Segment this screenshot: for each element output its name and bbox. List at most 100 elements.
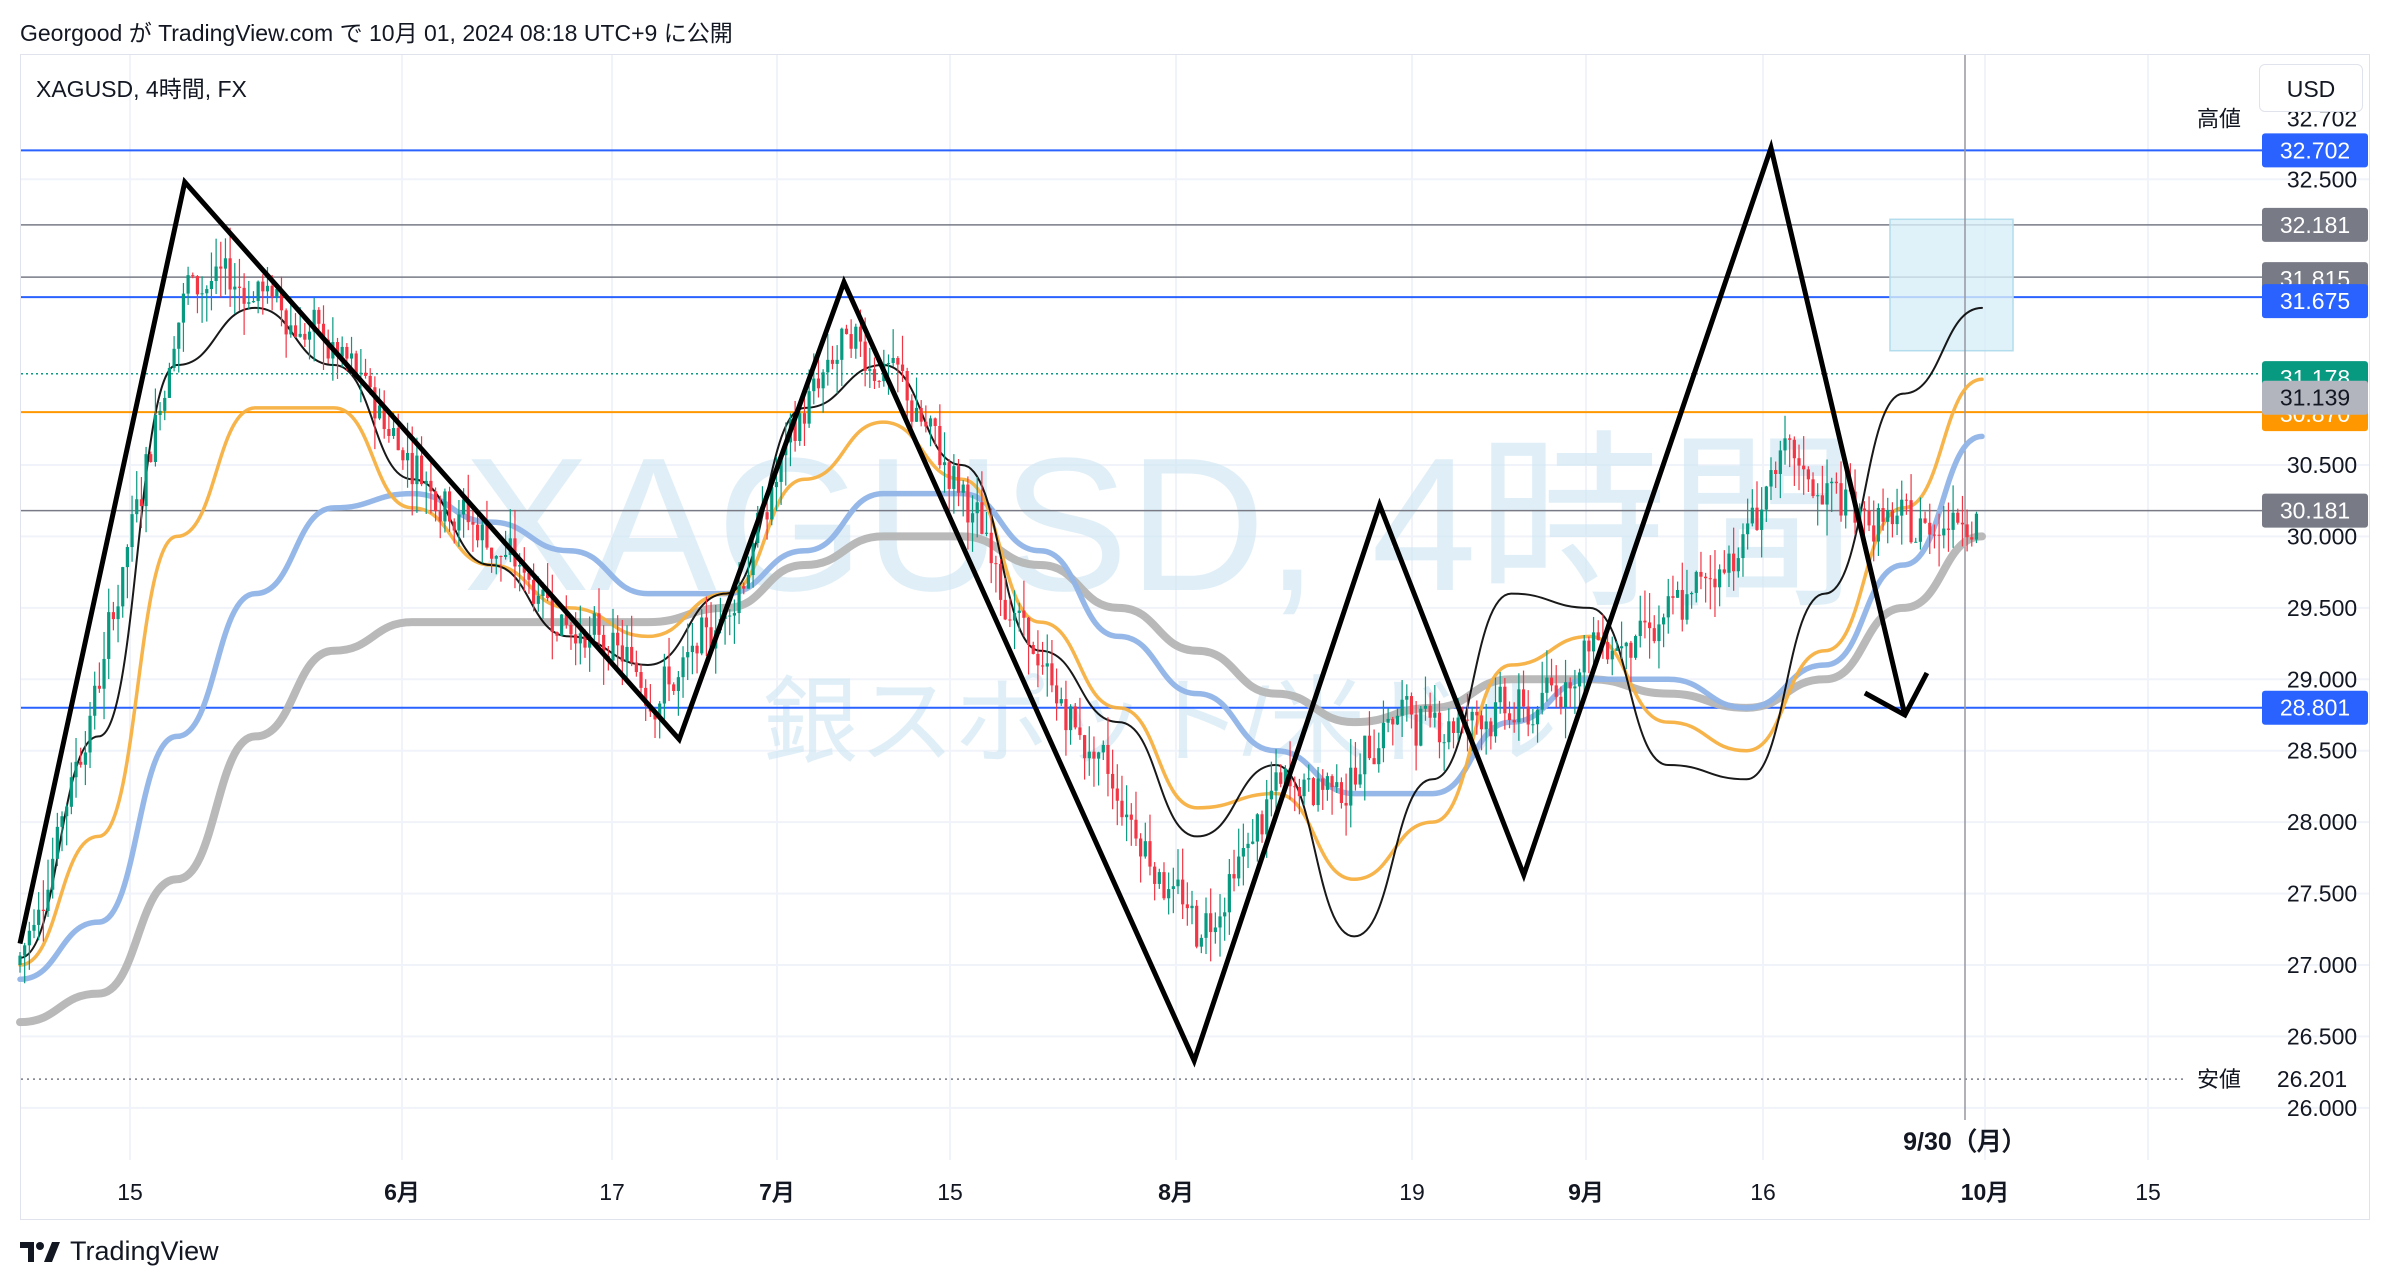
symbol-title[interactable]: XAGUSD, 4時間, FX [36, 76, 247, 102]
watermark-symbol: XAGUSD, 4時間 [463, 419, 1857, 631]
candle-body [732, 613, 737, 616]
candle-body [672, 684, 676, 691]
tradingview-logo-icon [20, 1241, 60, 1262]
candle-body [97, 685, 101, 689]
candle-body [321, 323, 326, 340]
candle-body [620, 645, 624, 662]
moving-average-line [16, 532, 1986, 1027]
candle-body [914, 407, 919, 422]
candle-body [298, 333, 302, 337]
candle-body [1321, 778, 1325, 790]
x-tick-label: 17 [599, 1179, 625, 1205]
candle-body [1069, 706, 1073, 731]
tradingview-footer[interactable]: TradingView [20, 1236, 219, 1267]
candle-body [1134, 819, 1138, 839]
candle-body [1503, 686, 1507, 714]
candle-body [994, 563, 998, 565]
candle-body [518, 565, 522, 567]
candle-body [270, 285, 274, 298]
price-axis-tag[interactable] [2262, 133, 2368, 168]
candle-body [900, 364, 905, 372]
candle-body [149, 454, 153, 462]
candle-body [275, 289, 279, 298]
candle-body [1680, 589, 1684, 620]
candle-body [1283, 768, 1287, 784]
candle-body [429, 480, 433, 492]
price-axis-tag[interactable] [2262, 207, 2368, 242]
x-tick-label: 15 [2135, 1179, 2161, 1205]
candle-body [1073, 706, 1077, 728]
candle-body [1652, 628, 1656, 642]
price-axis-tag[interactable] [2262, 284, 2368, 319]
candle-body [798, 413, 802, 441]
candle-body [447, 491, 452, 522]
candle-body [1265, 799, 1269, 835]
candle-body [93, 685, 97, 716]
candle-body [1209, 913, 1213, 933]
candle-body [1802, 465, 1806, 470]
candle-body [1783, 438, 1787, 451]
candle-body [1937, 534, 1941, 536]
candle-body [181, 293, 186, 323]
price-axis-tag[interactable] [2262, 380, 2368, 415]
zigzag-pattern-line[interactable] [17, 138, 1908, 1068]
candle-body [662, 666, 666, 704]
candle-body [564, 614, 568, 625]
moving-average-line [19, 306, 1983, 959]
candle-body [905, 371, 909, 401]
candle-body [1255, 814, 1259, 842]
candle-body [1760, 509, 1764, 530]
candle-body [1428, 705, 1432, 718]
candle-body [802, 413, 807, 424]
x-tick-label: 19 [1399, 1179, 1425, 1205]
candle-body [1596, 632, 1600, 640]
candle-body [242, 287, 246, 304]
candle-body [774, 481, 779, 488]
candle-body [1512, 720, 1516, 723]
candle-body [1106, 744, 1110, 774]
candle-body [1900, 499, 1904, 516]
candle-body [1148, 841, 1152, 867]
candle-body [1465, 719, 1470, 721]
candle-body [1638, 620, 1642, 637]
candle-body [1050, 663, 1054, 686]
candle-body [139, 499, 144, 507]
candle-body [872, 369, 877, 381]
candle-body [793, 419, 797, 441]
currency-button[interactable]: USD [2259, 64, 2363, 112]
candle-body [32, 924, 36, 931]
candle-body [1797, 458, 1801, 466]
candle-body [443, 491, 447, 522]
candle-body [1054, 685, 1059, 704]
candle-body [877, 380, 881, 382]
candle-body [405, 452, 410, 461]
candle-body [1204, 913, 1208, 938]
candle-body [265, 285, 270, 292]
y-tick-label: 29.500 [2287, 595, 2357, 621]
candle-body [1708, 578, 1712, 580]
candle-body [1139, 838, 1143, 857]
price-axis-tag[interactable] [2262, 690, 2368, 725]
candle-body [1363, 735, 1367, 775]
candle-body [1125, 814, 1129, 818]
candle-body [219, 266, 223, 269]
candle-body [167, 367, 172, 398]
candle-body [1012, 612, 1017, 621]
range-highlight-box[interactable] [1889, 218, 2014, 352]
candle-body [485, 524, 489, 548]
price-axis-tag[interactable] [2262, 493, 2368, 528]
candle-body [466, 499, 470, 523]
candle-body [1535, 709, 1540, 725]
candle-body [326, 339, 330, 359]
candle-body [952, 466, 956, 489]
candle-body [1704, 576, 1708, 579]
candle-body [1171, 886, 1175, 890]
candle-body [410, 452, 414, 485]
candle-body [373, 387, 377, 419]
candle-body [1727, 553, 1731, 573]
candle-body [27, 930, 31, 946]
candle-body [1190, 905, 1194, 909]
candle-body [541, 589, 545, 596]
candle-body [770, 487, 774, 520]
